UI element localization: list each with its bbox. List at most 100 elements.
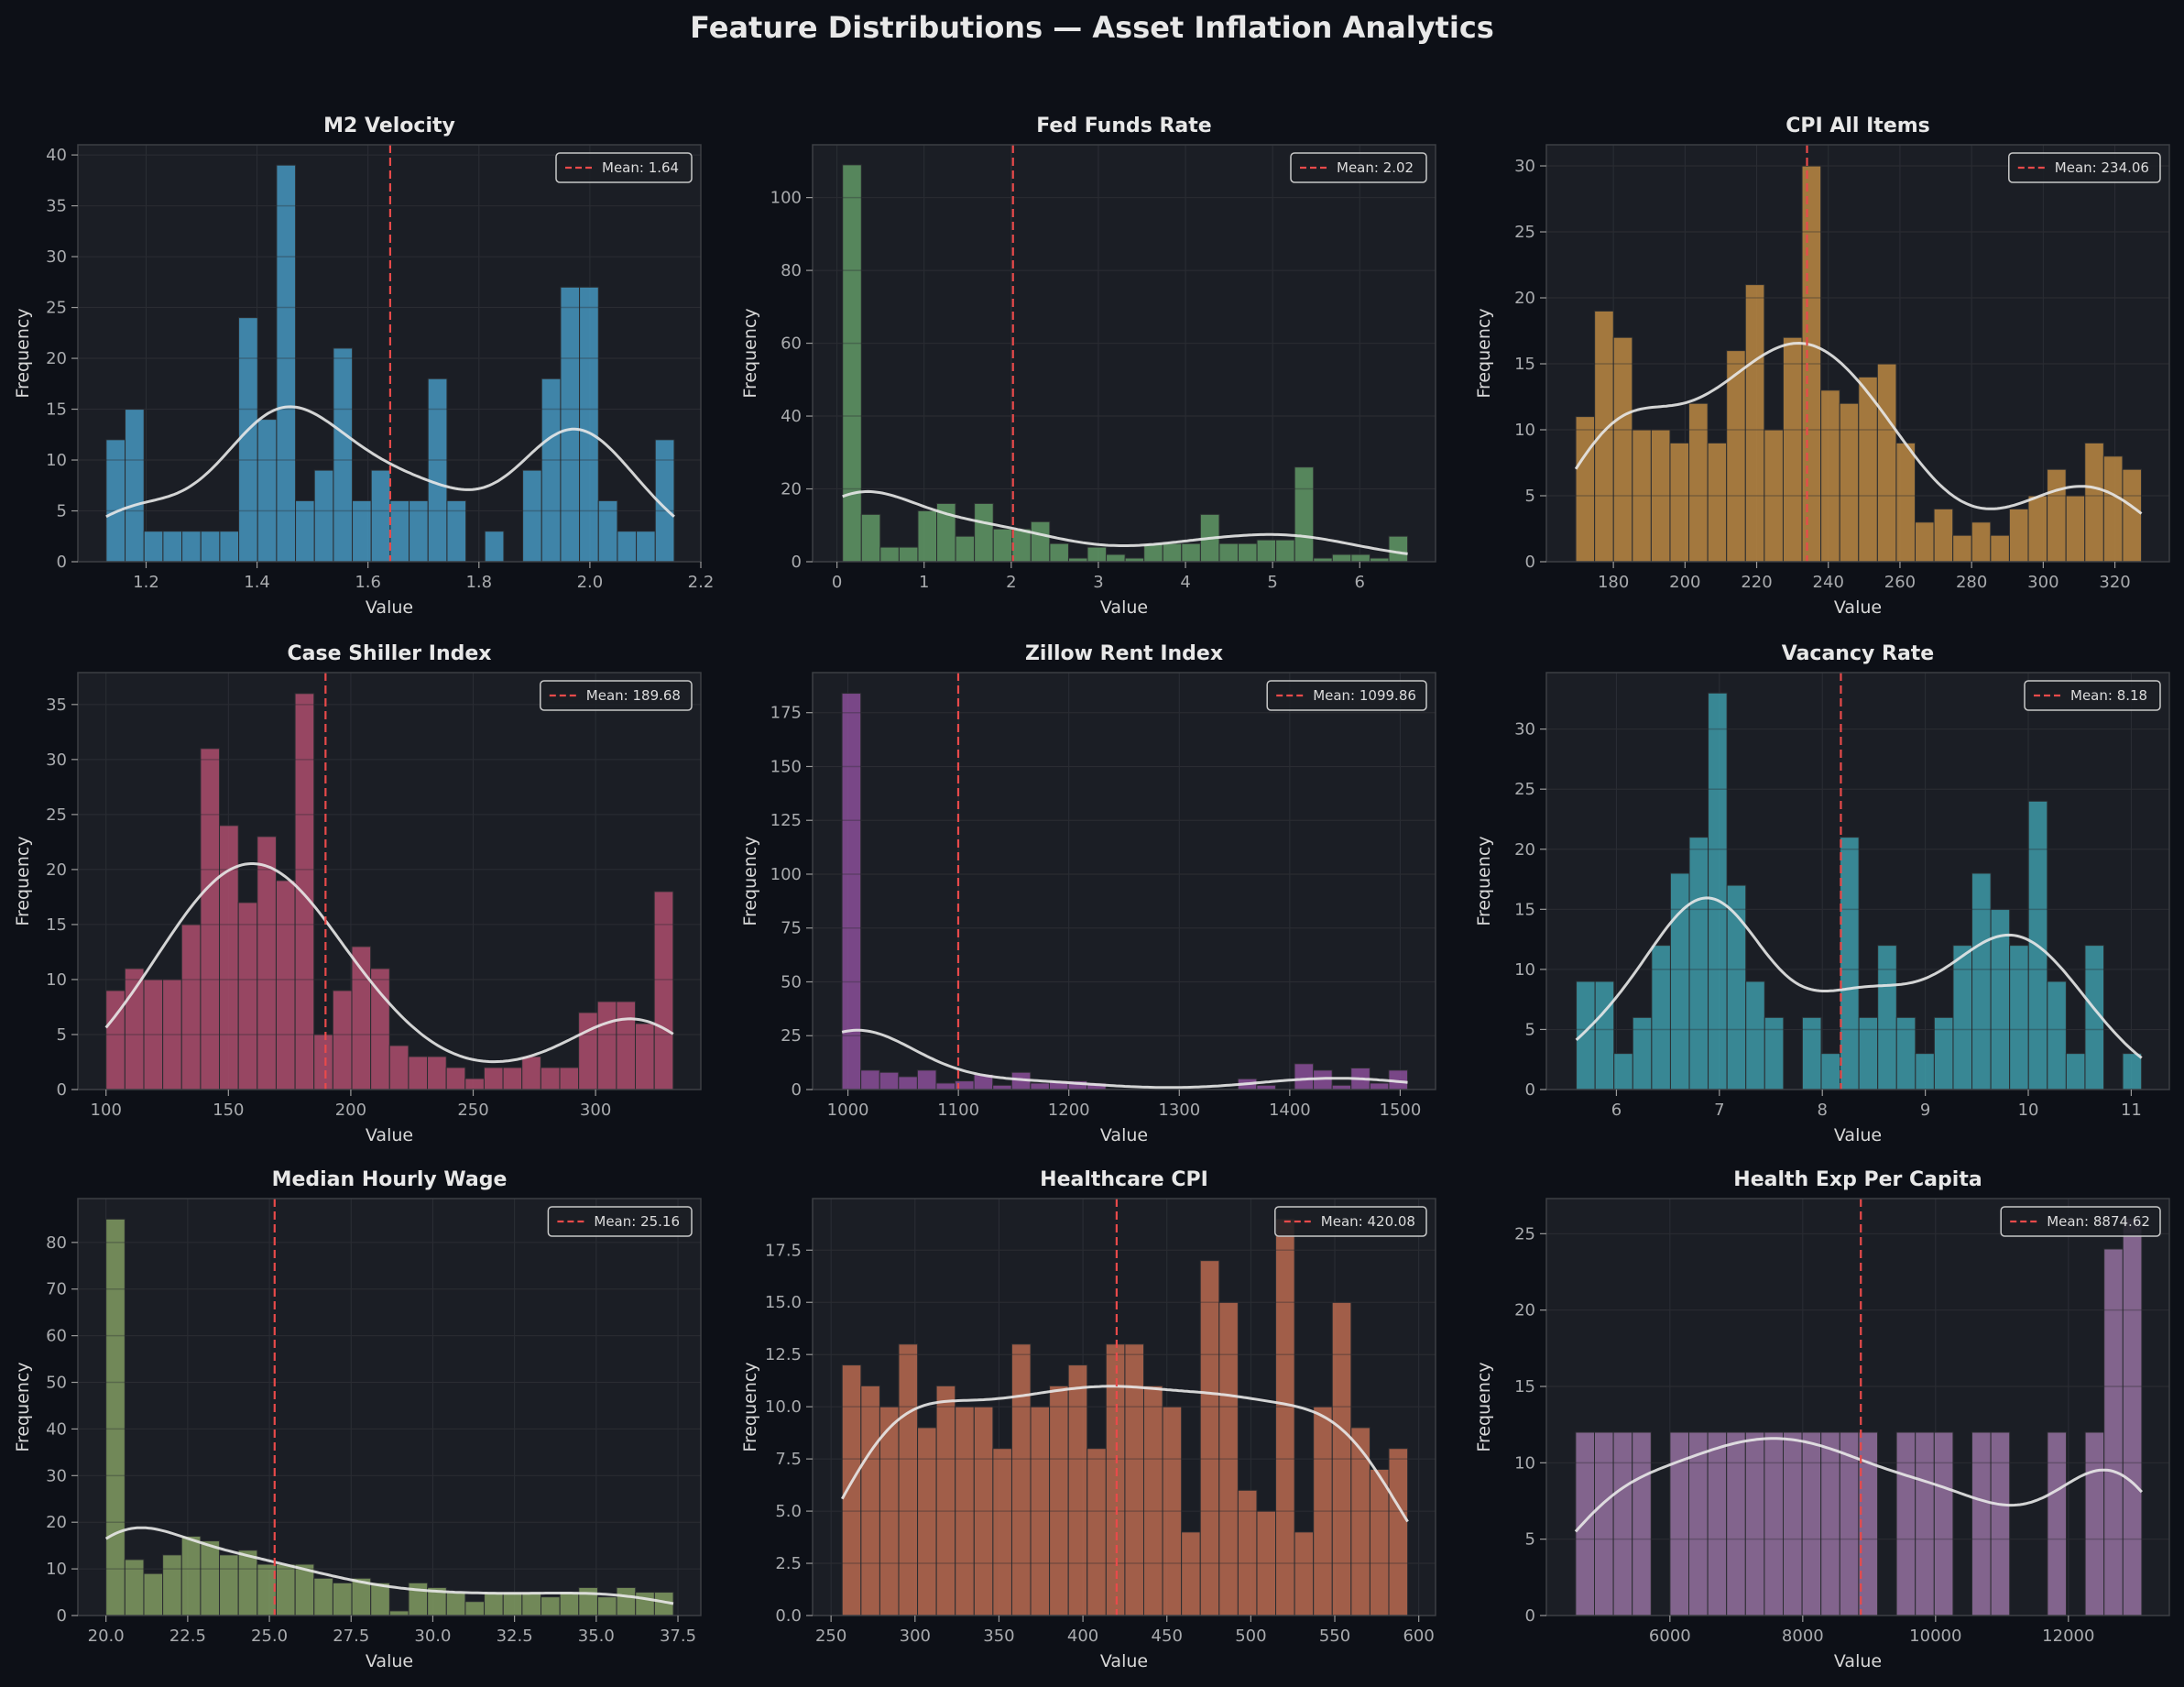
x-tick-label: 20.0: [88, 1627, 125, 1646]
histogram-bar: [1915, 1431, 1935, 1616]
panel-title: Fed Funds Rate: [1036, 115, 1211, 137]
legend: Mean: 234.06: [2008, 152, 2161, 183]
histogram-bar: [1971, 521, 1992, 562]
x-tick-label: 9: [1920, 1101, 1930, 1120]
legend-box: [1274, 1206, 1427, 1237]
histogram-bar: [579, 286, 599, 562]
histogram-bar: [540, 1067, 561, 1090]
histogram-bar: [1181, 542, 1201, 562]
x-axis-label: Value: [366, 1125, 413, 1145]
x-tick-label: 100: [91, 1101, 122, 1120]
x-tick-label: 10000: [1909, 1627, 1961, 1646]
x-tick-label: 1400: [1269, 1101, 1311, 1120]
x-tick-label: 6: [1355, 573, 1365, 592]
histogram-bar: [1933, 1016, 1954, 1090]
panel-title: Zillow Rent Index: [1025, 642, 1223, 665]
x-tick-label: 550: [1319, 1627, 1350, 1646]
histogram-bar: [1915, 521, 1935, 562]
histogram-bar: [1688, 837, 1709, 1090]
x-tick-label: 260: [1884, 573, 1916, 592]
histogram-bar: [275, 880, 296, 1090]
y-tick-label: 25: [1514, 780, 1535, 799]
histogram-bar: [653, 891, 674, 1090]
histogram-bar: [2027, 495, 2048, 562]
histogram-bar: [1275, 539, 1295, 562]
histogram-bar: [1895, 1016, 1916, 1090]
histogram-bar: [860, 513, 881, 562]
y-axis-label: Frequency: [1474, 836, 1494, 926]
legend-label: Mean: 25.16: [594, 1213, 680, 1230]
bars: [813, 693, 1436, 1090]
legend-label: Mean: 234.06: [2055, 159, 2149, 176]
x-tick-label: 600: [1403, 1627, 1434, 1646]
histogram-panel: 180 200 220 240 260 280 300 320 0 5 10 15 20 25 30 CPI …: [1474, 115, 2170, 618]
y-tick-label: 15: [1514, 355, 1535, 374]
bars: [813, 164, 1436, 562]
histogram-bar: [2047, 980, 2067, 1090]
x-tick-label: 180: [1598, 573, 1629, 592]
histogram-bar: [1745, 980, 1765, 1090]
histogram-bar: [1199, 1260, 1220, 1616]
histogram-bar: [484, 531, 505, 562]
y-axis-label: Frequency: [13, 308, 33, 398]
y-axis-label: Frequency: [740, 308, 760, 398]
legend-label: Mean: 8874.62: [2047, 1213, 2150, 1230]
x-tick-label: 6000: [1649, 1627, 1691, 1646]
y-tick-label: 15: [1514, 1377, 1535, 1397]
y-tick-label: 17.5: [765, 1241, 802, 1260]
histogram-bar: [1820, 1431, 1840, 1616]
y-tick-label: 50: [781, 972, 802, 991]
x-tick-label: 2.2: [688, 573, 715, 592]
histogram-bar: [105, 439, 126, 562]
histogram-bar: [1933, 1431, 1954, 1616]
y-tick-label: 10: [46, 451, 67, 470]
histogram-bar: [1726, 350, 1746, 562]
histogram-bar: [294, 693, 315, 1090]
histogram-bar: [1990, 1431, 2011, 1616]
y-tick-label: 60: [46, 1327, 67, 1346]
histogram-bar: [916, 1069, 937, 1090]
y-tick-label: 2.5: [775, 1554, 802, 1573]
x-tick-label: 1.8: [465, 573, 492, 592]
y-axis-label: Frequency: [740, 836, 760, 926]
histogram-bar: [841, 1364, 862, 1616]
histogram-bar: [219, 825, 239, 1090]
histogram-bar: [596, 1001, 617, 1090]
histogram-bar: [1669, 442, 1690, 562]
histogram-bar: [636, 531, 656, 562]
y-axis-label: Frequency: [13, 1362, 33, 1451]
y-tick-label: 60: [781, 334, 802, 354]
y-tick-label: 25: [1514, 223, 1535, 242]
histogram-bar: [389, 499, 410, 562]
y-tick-label: 25: [1514, 1224, 1535, 1243]
histogram-bar: [427, 378, 448, 562]
histogram-panel: 20.0 22.5 25.0 27.5 30.0 32.5 35.0 37.5 0 10 20 30 4…: [13, 1168, 702, 1671]
y-tick-label: 20: [781, 480, 802, 499]
histogram-bar: [332, 1582, 353, 1616]
histogram-bar: [879, 546, 900, 562]
histogram-bar: [1594, 310, 1614, 562]
x-axis-label: Value: [1834, 597, 1882, 618]
histogram-bar: [2008, 508, 2029, 562]
kde-curve: [104, 1526, 674, 1605]
y-tick-label: 20: [46, 349, 67, 368]
legend-label: Mean: 1.64: [602, 159, 679, 176]
x-tick-label: 4: [1180, 573, 1190, 592]
histogram-bar: [200, 748, 221, 1090]
y-tick-label: 30: [1514, 720, 1535, 739]
x-tick-label: 25.0: [251, 1627, 288, 1646]
histogram-bar: [898, 546, 919, 562]
histogram-bar: [1105, 1343, 1126, 1616]
legend: Mean: 420.08: [1274, 1206, 1427, 1237]
histogram-bar: [1820, 389, 1840, 562]
histogram-bar: [502, 1067, 523, 1090]
histogram-bar: [1707, 442, 1728, 562]
histogram-bar: [313, 1577, 333, 1616]
histogram-bar: [1030, 520, 1051, 562]
histogram-bar: [1952, 534, 1972, 562]
y-tick-label: 5: [1525, 1020, 1535, 1039]
bars: [78, 154, 701, 562]
histogram-bar: [841, 693, 862, 1090]
histogram-bar: [917, 1427, 937, 1616]
